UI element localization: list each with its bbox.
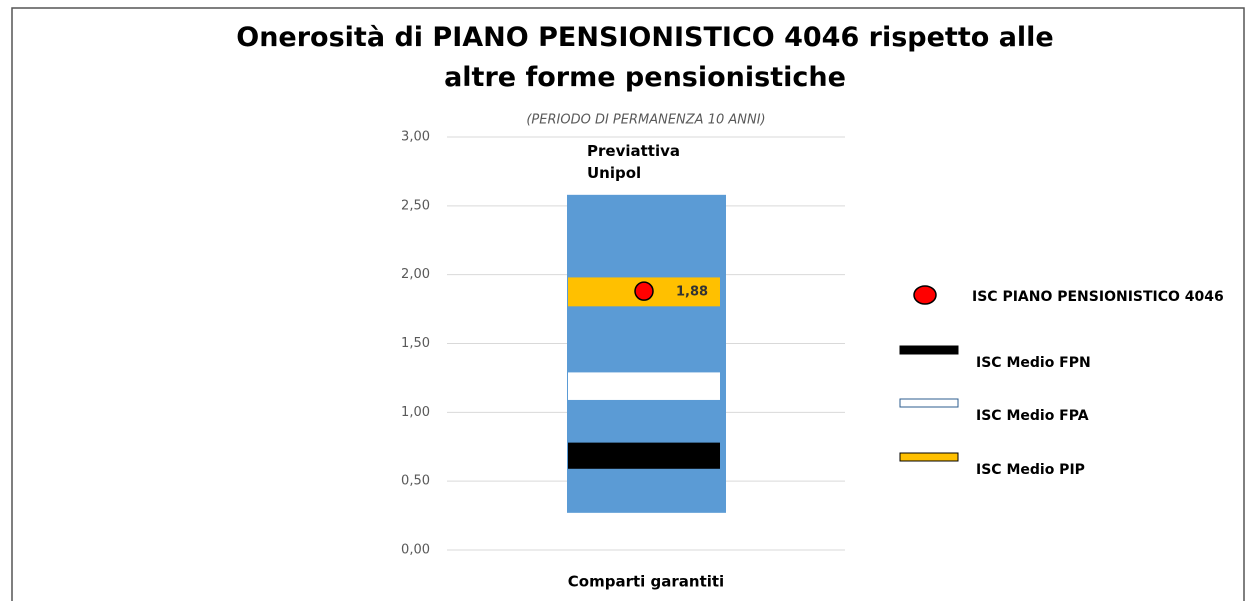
y-tick-label: 0,00: [401, 543, 430, 558]
y-tick-label: 3,00: [401, 130, 430, 145]
y-tick-label: 1,50: [401, 336, 430, 351]
legend-label: ISC Medio FPA: [976, 408, 1089, 424]
y-tick-label: 0,50: [401, 474, 430, 489]
legend-marker: [899, 398, 959, 408]
chart-subtitle: (PERIODO DI PERMANENZA 10 ANNI): [526, 113, 765, 128]
point: [634, 281, 654, 301]
range-label-box: Previattiva Unipol: [587, 142, 680, 182]
y-tick-label: 2,50: [401, 198, 430, 213]
legend-label: ISC PIANO PENSIONISTICO 4046: [972, 289, 1224, 305]
legend-marker: [899, 345, 959, 355]
legend-marker: [913, 285, 937, 305]
legend-label: ISC Medio FPN: [976, 355, 1091, 371]
y-tick-label: 2,00: [401, 267, 430, 282]
legend-marker: [899, 452, 959, 462]
chart-title: Onerosità di PIANO PENSIONISTICO 4046 ri…: [236, 22, 1054, 93]
range-label: Previattiva Unipol: [587, 142, 680, 182]
x-tick-label: Comparti garantiti: [568, 573, 724, 591]
band: [568, 442, 720, 469]
band: [568, 372, 720, 400]
y-tick-label: 1,00: [401, 405, 430, 420]
data-label: 1,88: [676, 285, 708, 300]
title-box: Onerosità di PIANO PENSIONISTICO 4046 ri…: [236, 22, 1054, 93]
legend-label: ISC Medio PIP: [976, 462, 1085, 478]
